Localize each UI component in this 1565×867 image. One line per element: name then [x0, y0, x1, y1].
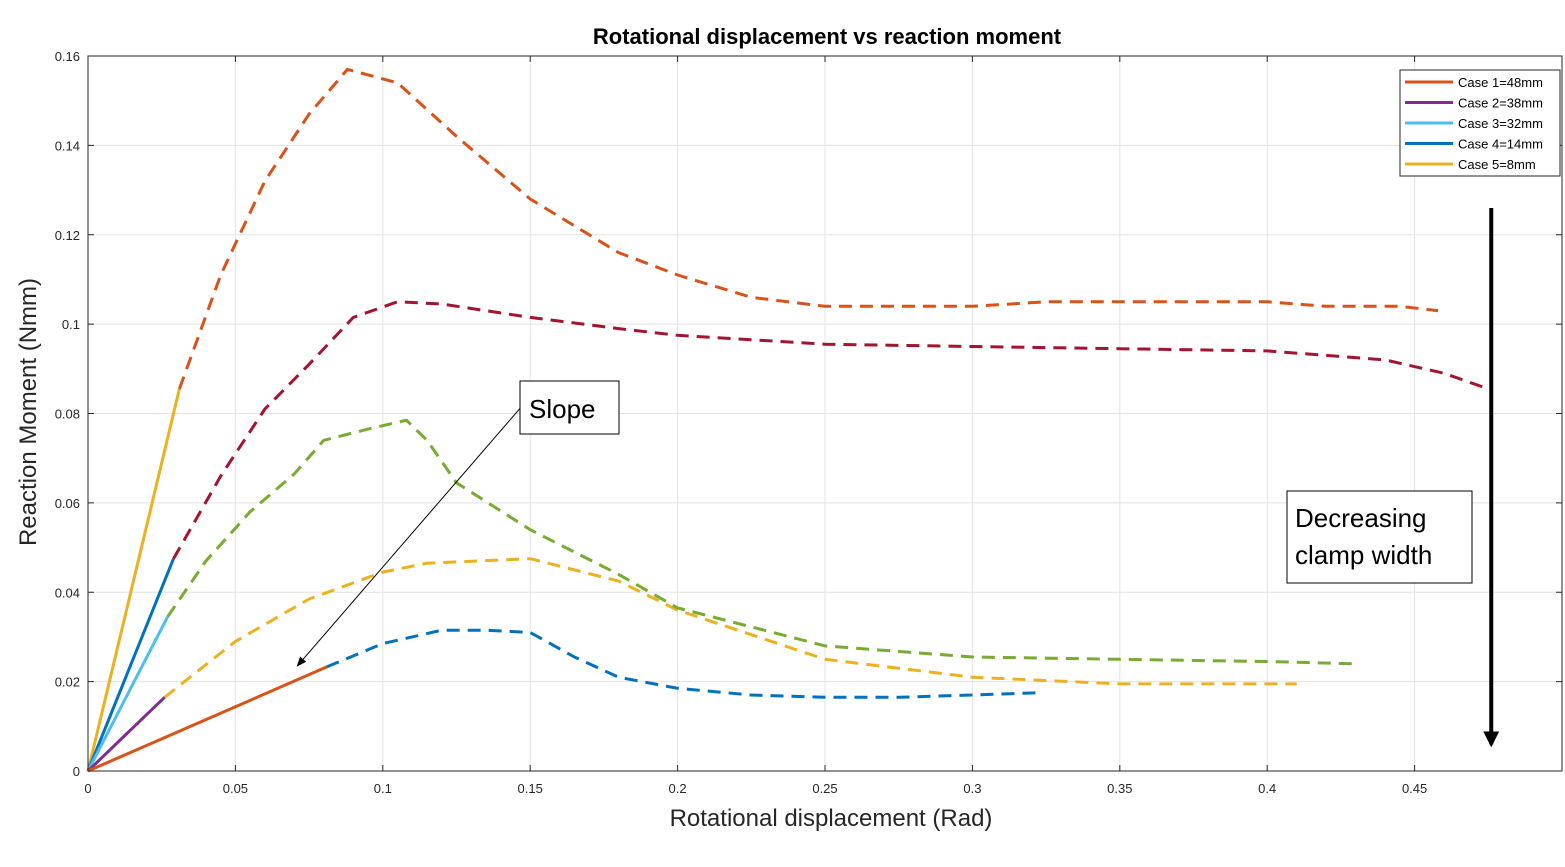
- series-line: [86, 388, 181, 772]
- slope-label-box: [519, 380, 620, 435]
- y-tick-label: 0.14: [55, 138, 80, 153]
- x-tick-label: 0.45: [1402, 781, 1427, 796]
- series-line: [166, 418, 1356, 666]
- grid: [88, 56, 1562, 771]
- slope-arrow: [296, 406, 522, 667]
- x-axis-title: Rotational displacement (Rad): [670, 805, 993, 832]
- y-axis-title: Reaction Moment (Nmm): [15, 278, 42, 546]
- series-line: [86, 696, 166, 773]
- series-line: [326, 628, 1038, 699]
- x-tick-label: 0.4: [1258, 781, 1276, 796]
- legend: Case 1=48mm Case 2=38mm Case 3=32mm Case 4=…: [1399, 69, 1561, 177]
- y-tick-label: 0.06: [55, 496, 80, 511]
- y-tick-label: 0: [73, 764, 80, 779]
- x-tick-label: 0.1: [374, 781, 392, 796]
- series-line: [86, 616, 169, 772]
- x-tick-label: 0.2: [669, 781, 687, 796]
- series-line: [87, 665, 328, 773]
- series-line: [163, 557, 1297, 699]
- x-tick-label: 0.05: [223, 781, 248, 796]
- series-line: [86, 558, 175, 772]
- decreasing-label-box: [1286, 490, 1473, 584]
- plot-series: [86, 67, 1489, 773]
- axis-ticks: 0 0.05 0.1 0.15 0.2 0.25 0.3 0.35 0.4 0.45 0 0.02 0.…: [55, 49, 1562, 796]
- series-line: [172, 300, 1489, 560]
- series-line: [177, 67, 1439, 390]
- y-tick-label: 0.02: [55, 675, 80, 690]
- y-tick-label: 0.12: [55, 228, 80, 243]
- legend-label: Case 2=38mm: [1458, 96, 1543, 111]
- legend-label: Case 1=48mm: [1458, 75, 1543, 90]
- y-tick-label: 0.16: [55, 49, 80, 64]
- legend-label: Case 5=8mm: [1458, 157, 1536, 172]
- x-tick-label: 0: [84, 781, 91, 796]
- x-tick-label: 0.15: [518, 781, 543, 796]
- y-tick-label: 0.1: [62, 317, 80, 332]
- x-tick-label: 0.35: [1107, 781, 1132, 796]
- legend-label: Case 4=14mm: [1458, 137, 1543, 152]
- legend-label: Case 3=32mm: [1458, 116, 1543, 131]
- x-tick-label: 0.25: [812, 781, 837, 796]
- y-tick-label: 0.08: [55, 407, 80, 422]
- slope-label: Slope: [529, 394, 596, 424]
- annotations: Slope Decreasing clamp width: [296, 207, 1500, 748]
- x-tick-label: 0.3: [963, 781, 981, 796]
- decreasing-label-line: clamp width: [1295, 540, 1432, 570]
- chart-title: Rotational displacement vs reaction mome…: [593, 24, 1062, 49]
- decreasing-label-line: Decreasing: [1295, 503, 1427, 533]
- y-tick-label: 0.04: [55, 585, 80, 600]
